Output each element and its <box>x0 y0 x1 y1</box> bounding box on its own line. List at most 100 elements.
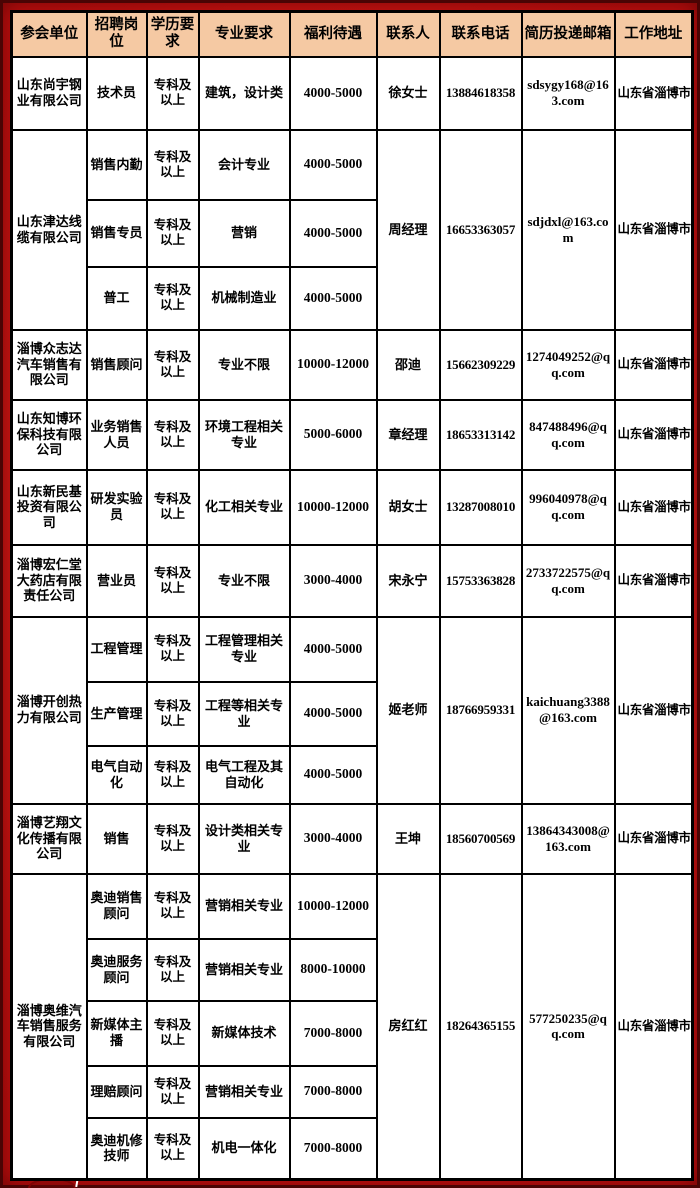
table-row: 销售专员 专科及以上 营销 4000-5000 <box>12 198 693 268</box>
contact-phone-cell: 13884618358 <box>438 55 523 131</box>
header-cell: 学历要求 <box>145 10 200 58</box>
salary-cell: 4000-5000 <box>288 128 378 201</box>
work-address-cell: 山东省淄博市 <box>613 802 694 875</box>
work-address-cell: 山东省淄博市 <box>613 398 694 471</box>
contact-person-cell: 房红红 <box>375 872 441 1181</box>
position-cell: 普工 <box>85 265 148 331</box>
contact-person-cell: 宋永宁 <box>375 543 441 618</box>
resume-email-cell: 13864343008@163.com <box>520 802 616 875</box>
major-cell: 专业不限 <box>197 328 291 401</box>
education-cell: 专科及以上 <box>145 265 200 331</box>
salary-cell: 7000-8000 <box>288 1064 378 1119</box>
position-cell: 电气自动化 <box>85 744 148 805</box>
major-cell: 营销相关专业 <box>197 872 291 940</box>
salary-cell: 7000-8000 <box>288 1116 378 1181</box>
contact-phone-cell: 15662309229 <box>438 328 523 401</box>
salary-cell: 10000-12000 <box>288 872 378 940</box>
position-cell: 生产管理 <box>85 680 148 747</box>
salary-cell: 4000-5000 <box>288 265 378 331</box>
company-name-cell: 淄博宏仁堂大药店有限责任公司 <box>10 543 88 618</box>
table-row: 淄博艺翔文化传播有限公司 销售 专科及以上 设计类相关专业 3000-4000 王坤 185… <box>10 802 694 875</box>
education-cell: 专科及以上 <box>145 744 200 805</box>
major-cell: 环境工程相关专业 <box>197 398 291 471</box>
position-cell: 工程管理 <box>85 615 148 683</box>
salary-cell: 4000-5000 <box>288 744 378 805</box>
header-cell: 简历投递邮箱 <box>520 10 616 58</box>
contact-person-cell: 周经理 <box>375 128 441 331</box>
position-cell: 研发实验员 <box>85 468 148 546</box>
major-cell: 新媒体技术 <box>197 999 291 1067</box>
contact-phone-cell: 18766959331 <box>438 615 523 805</box>
table-row: 奥迪机修技师 专科及以上 机电一体化 7000-8000 <box>12 1116 693 1181</box>
contact-phone-cell: 13287008010 <box>438 468 523 546</box>
contact-phone-cell: 15753363828 <box>438 543 523 618</box>
table-row: 山东新民基投资有限公司 研发实验员 专科及以上 化工相关专业 10000-12000 胡女… <box>10 468 694 546</box>
position-cell: 奥迪服务顾问 <box>85 937 148 1002</box>
table-row: 新媒体主播 专科及以上 新媒体技术 7000-8000 <box>12 999 693 1067</box>
table-row: 山东尚宇钢业有限公司 技术员 专科及以上 建筑，设计类 4000-5000 徐女士 1388… <box>10 55 694 131</box>
education-cell: 专科及以上 <box>145 468 200 546</box>
table-row: 理赔顾问 专科及以上 营销相关专业 7000-8000 <box>12 1064 693 1119</box>
resume-email-cell: 577250235@qq.com <box>520 872 616 1181</box>
major-cell: 会计专业 <box>197 128 291 201</box>
education-cell: 专科及以上 <box>145 128 200 201</box>
header-cell: 福利待遇 <box>288 10 378 58</box>
position-cell: 新媒体主播 <box>85 999 148 1067</box>
header-cell: 参会单位 <box>10 10 88 58</box>
education-cell: 专科及以上 <box>145 999 200 1067</box>
major-cell: 营销相关专业 <box>197 937 291 1002</box>
contact-person-cell: 胡女士 <box>375 468 441 546</box>
resume-email-cell: 847488496@qq.com <box>520 398 616 471</box>
contact-person-cell: 姬老师 <box>375 615 441 805</box>
major-cell: 化工相关专业 <box>197 468 291 546</box>
education-cell: 专科及以上 <box>145 543 200 618</box>
company-name-cell: 淄博艺翔文化传播有限公司 <box>10 802 88 875</box>
salary-cell: 5000-6000 <box>288 398 378 471</box>
resume-email-cell: sdsygy168@163.com <box>520 55 616 131</box>
salary-cell: 4000-5000 <box>288 615 378 683</box>
company-name-cell: 淄博开创热力有限公司 <box>10 615 88 805</box>
header-cell: 专业要求 <box>197 10 291 58</box>
resume-email-cell: 1274049252@qq.com <box>520 328 616 401</box>
salary-cell: 8000-10000 <box>288 937 378 1002</box>
education-cell: 专科及以上 <box>145 1064 200 1119</box>
education-cell: 专科及以上 <box>145 872 200 940</box>
header-cell: 招聘岗位 <box>85 10 148 58</box>
major-cell: 机械制造业 <box>197 265 291 331</box>
education-cell: 专科及以上 <box>145 1116 200 1181</box>
position-cell: 销售专员 <box>85 198 148 268</box>
salary-cell: 3000-4000 <box>288 543 378 618</box>
position-cell: 营业员 <box>85 543 148 618</box>
work-address-cell: 山东省淄博市 <box>613 543 694 618</box>
work-address-cell: 山东省淄博市 <box>613 615 694 805</box>
major-cell: 机电一体化 <box>197 1116 291 1181</box>
major-cell: 设计类相关专业 <box>197 802 291 875</box>
table-row: 生产管理 专科及以上 工程等相关专业 4000-5000 <box>12 680 693 747</box>
table-row: 淄博开创热力有限公司 工程管理 专科及以上 工程管理相关专业 4000-5000 姬老师 1… <box>10 615 694 805</box>
major-cell: 建筑，设计类 <box>197 55 291 131</box>
major-cell: 营销 <box>197 198 291 268</box>
major-cell: 工程等相关专业 <box>197 680 291 747</box>
work-address-cell: 山东省淄博市 <box>613 128 694 331</box>
table-row: 淄博宏仁堂大药店有限责任公司 营业员 专科及以上 专业不限 3000-4000 宋永宁 15… <box>10 543 694 618</box>
job-fair-table: 参会单位 招聘岗位 学历要求 专业要求 福利待遇 联系人 联系电话 简历投递邮箱 工作地址 山东… <box>10 10 694 1181</box>
company-name-cell: 山东新民基投资有限公司 <box>10 468 88 546</box>
table-row: 普工 专科及以上 机械制造业 4000-5000 <box>12 265 693 331</box>
company-name-cell: 淄博众志达汽车销售有限公司 <box>10 328 88 401</box>
major-cell: 工程管理相关专业 <box>197 615 291 683</box>
resume-email-cell: 2733722575@qq.com <box>520 543 616 618</box>
education-cell: 专科及以上 <box>145 615 200 683</box>
contact-person-cell: 章经理 <box>375 398 441 471</box>
major-cell: 电气工程及其自动化 <box>197 744 291 805</box>
contact-phone-cell: 18560700569 <box>438 802 523 875</box>
salary-cell: 10000-12000 <box>288 328 378 401</box>
header-cell: 联系电话 <box>438 10 523 58</box>
work-address-cell: 山东省淄博市 <box>613 328 694 401</box>
table-row: 奥迪服务顾问 专科及以上 营销相关专业 8000-10000 <box>12 937 693 1002</box>
work-address-cell: 山东省淄博市 <box>613 872 694 1181</box>
resume-email-cell: 996040978@qq.com <box>520 468 616 546</box>
salary-cell: 3000-4000 <box>288 802 378 875</box>
header-cell: 联系人 <box>375 10 441 58</box>
education-cell: 专科及以上 <box>145 198 200 268</box>
resume-email-cell: sdjdxl@163.com <box>520 128 616 331</box>
